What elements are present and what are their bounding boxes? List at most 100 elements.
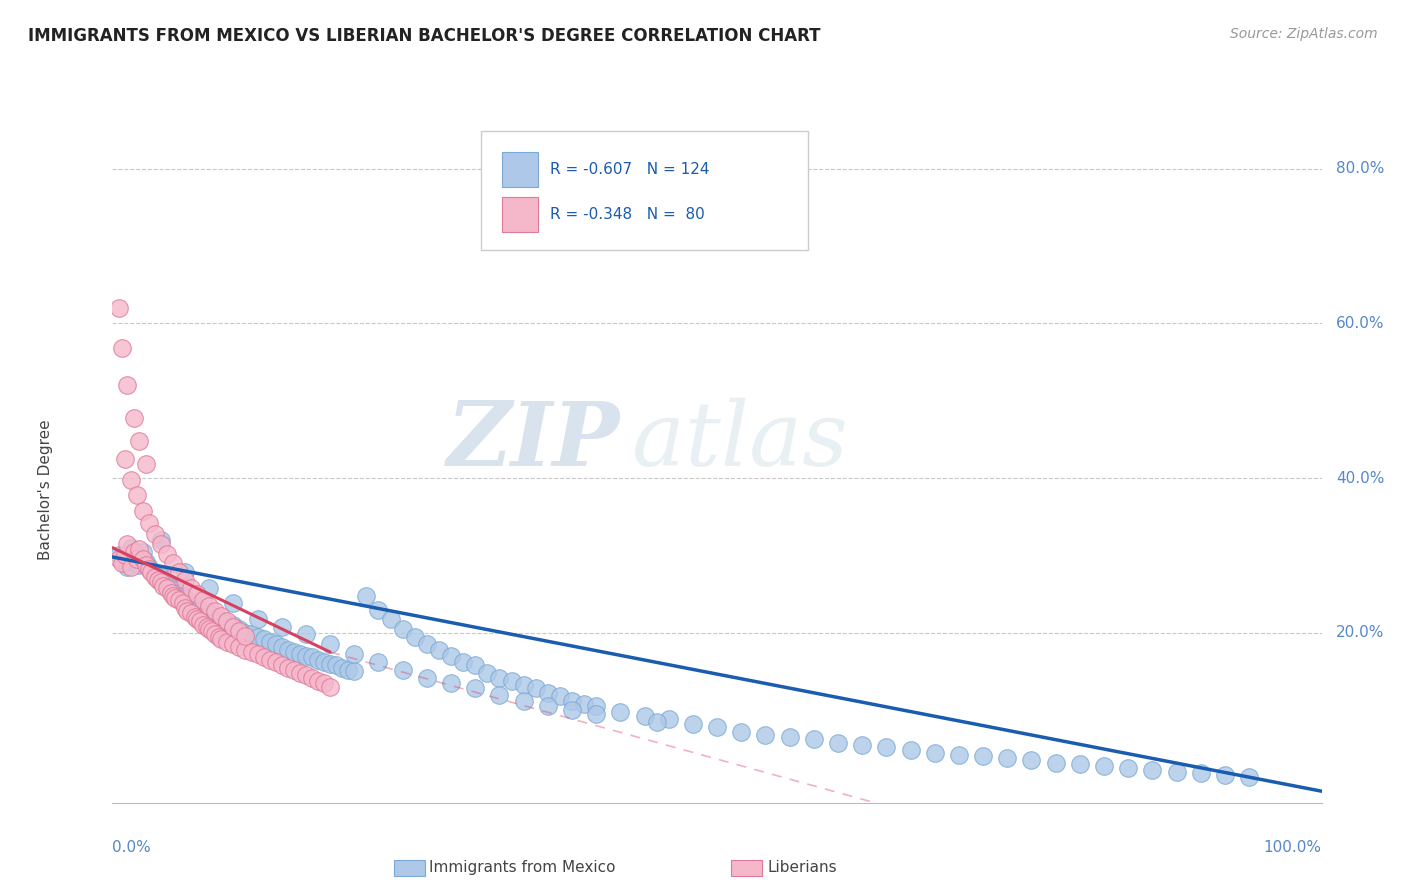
Point	[440, 676, 463, 690]
Point	[645, 714, 668, 729]
Point	[380, 612, 402, 626]
Point	[259, 635, 281, 649]
Point	[295, 648, 318, 663]
Point	[162, 589, 184, 603]
Point	[204, 627, 226, 641]
Point	[779, 730, 801, 744]
Point	[1142, 764, 1164, 778]
Point	[319, 657, 342, 671]
Point	[609, 705, 631, 719]
Point	[235, 629, 257, 643]
Point	[277, 642, 299, 657]
Point	[204, 604, 226, 618]
Point	[924, 746, 946, 760]
Point	[172, 589, 194, 603]
Point	[301, 671, 323, 685]
Point	[330, 660, 353, 674]
Text: atlas: atlas	[633, 398, 848, 484]
Point	[1021, 753, 1043, 767]
Point	[188, 614, 211, 628]
Point	[803, 732, 825, 747]
Point	[572, 697, 595, 711]
Point	[367, 602, 389, 616]
Point	[114, 549, 136, 563]
Point	[416, 671, 439, 685]
Point	[111, 552, 134, 566]
Point	[120, 473, 142, 487]
Point	[246, 648, 269, 662]
Point	[682, 717, 704, 731]
Text: Bachelor's Degree: Bachelor's Degree	[38, 419, 53, 560]
Point	[537, 699, 560, 714]
Point	[548, 689, 571, 703]
Point	[135, 457, 157, 471]
Point	[208, 612, 231, 626]
Point	[122, 410, 145, 425]
Point	[128, 542, 150, 557]
Point	[512, 678, 534, 692]
Text: Liberians: Liberians	[768, 860, 838, 874]
Point	[312, 655, 335, 669]
Point	[337, 663, 360, 677]
Point	[149, 533, 172, 547]
Point	[240, 645, 263, 659]
Point	[561, 703, 583, 717]
Point	[172, 596, 194, 610]
Text: 0.0%: 0.0%	[112, 840, 152, 855]
Point	[270, 658, 292, 673]
Point	[512, 694, 534, 708]
Point	[1213, 768, 1236, 782]
Point	[356, 589, 378, 603]
Point	[186, 612, 208, 626]
Point	[162, 581, 184, 595]
Point	[288, 648, 311, 662]
Point	[312, 676, 335, 690]
Point	[143, 567, 166, 582]
Point	[209, 608, 232, 623]
FancyBboxPatch shape	[481, 131, 807, 250]
Point	[477, 665, 499, 680]
Point	[174, 566, 197, 580]
Point	[501, 673, 523, 688]
Point	[208, 630, 231, 644]
Point	[972, 749, 994, 764]
Text: 60.0%: 60.0%	[1336, 316, 1385, 331]
Point	[827, 735, 849, 749]
Point	[222, 618, 245, 632]
Point	[222, 637, 245, 651]
Point	[585, 699, 607, 714]
Point	[156, 575, 179, 590]
Point	[295, 627, 318, 641]
Point	[416, 637, 439, 651]
Text: 80.0%: 80.0%	[1336, 161, 1385, 177]
Point	[174, 573, 197, 587]
Point	[159, 585, 181, 599]
Point	[107, 301, 129, 315]
Point	[148, 573, 170, 587]
Point	[246, 612, 269, 626]
Text: 100.0%: 100.0%	[1264, 840, 1322, 855]
Text: ZIP: ZIP	[447, 398, 620, 484]
Point	[217, 614, 239, 628]
Point	[451, 655, 474, 669]
Point	[191, 593, 214, 607]
Point	[162, 556, 184, 570]
Point	[343, 665, 366, 679]
Point	[165, 583, 187, 598]
Point	[228, 640, 250, 654]
Point	[1069, 757, 1091, 772]
Point	[167, 585, 190, 599]
Point	[658, 712, 681, 726]
Point	[900, 743, 922, 757]
Point	[188, 601, 211, 615]
Point	[235, 625, 257, 640]
Point	[524, 681, 547, 696]
Point	[209, 632, 232, 646]
Point	[132, 544, 155, 558]
Point	[1237, 770, 1260, 784]
Point	[995, 751, 1018, 765]
Bar	[502, 197, 538, 232]
Point	[270, 640, 292, 654]
Point	[149, 575, 172, 590]
Point	[138, 562, 160, 576]
